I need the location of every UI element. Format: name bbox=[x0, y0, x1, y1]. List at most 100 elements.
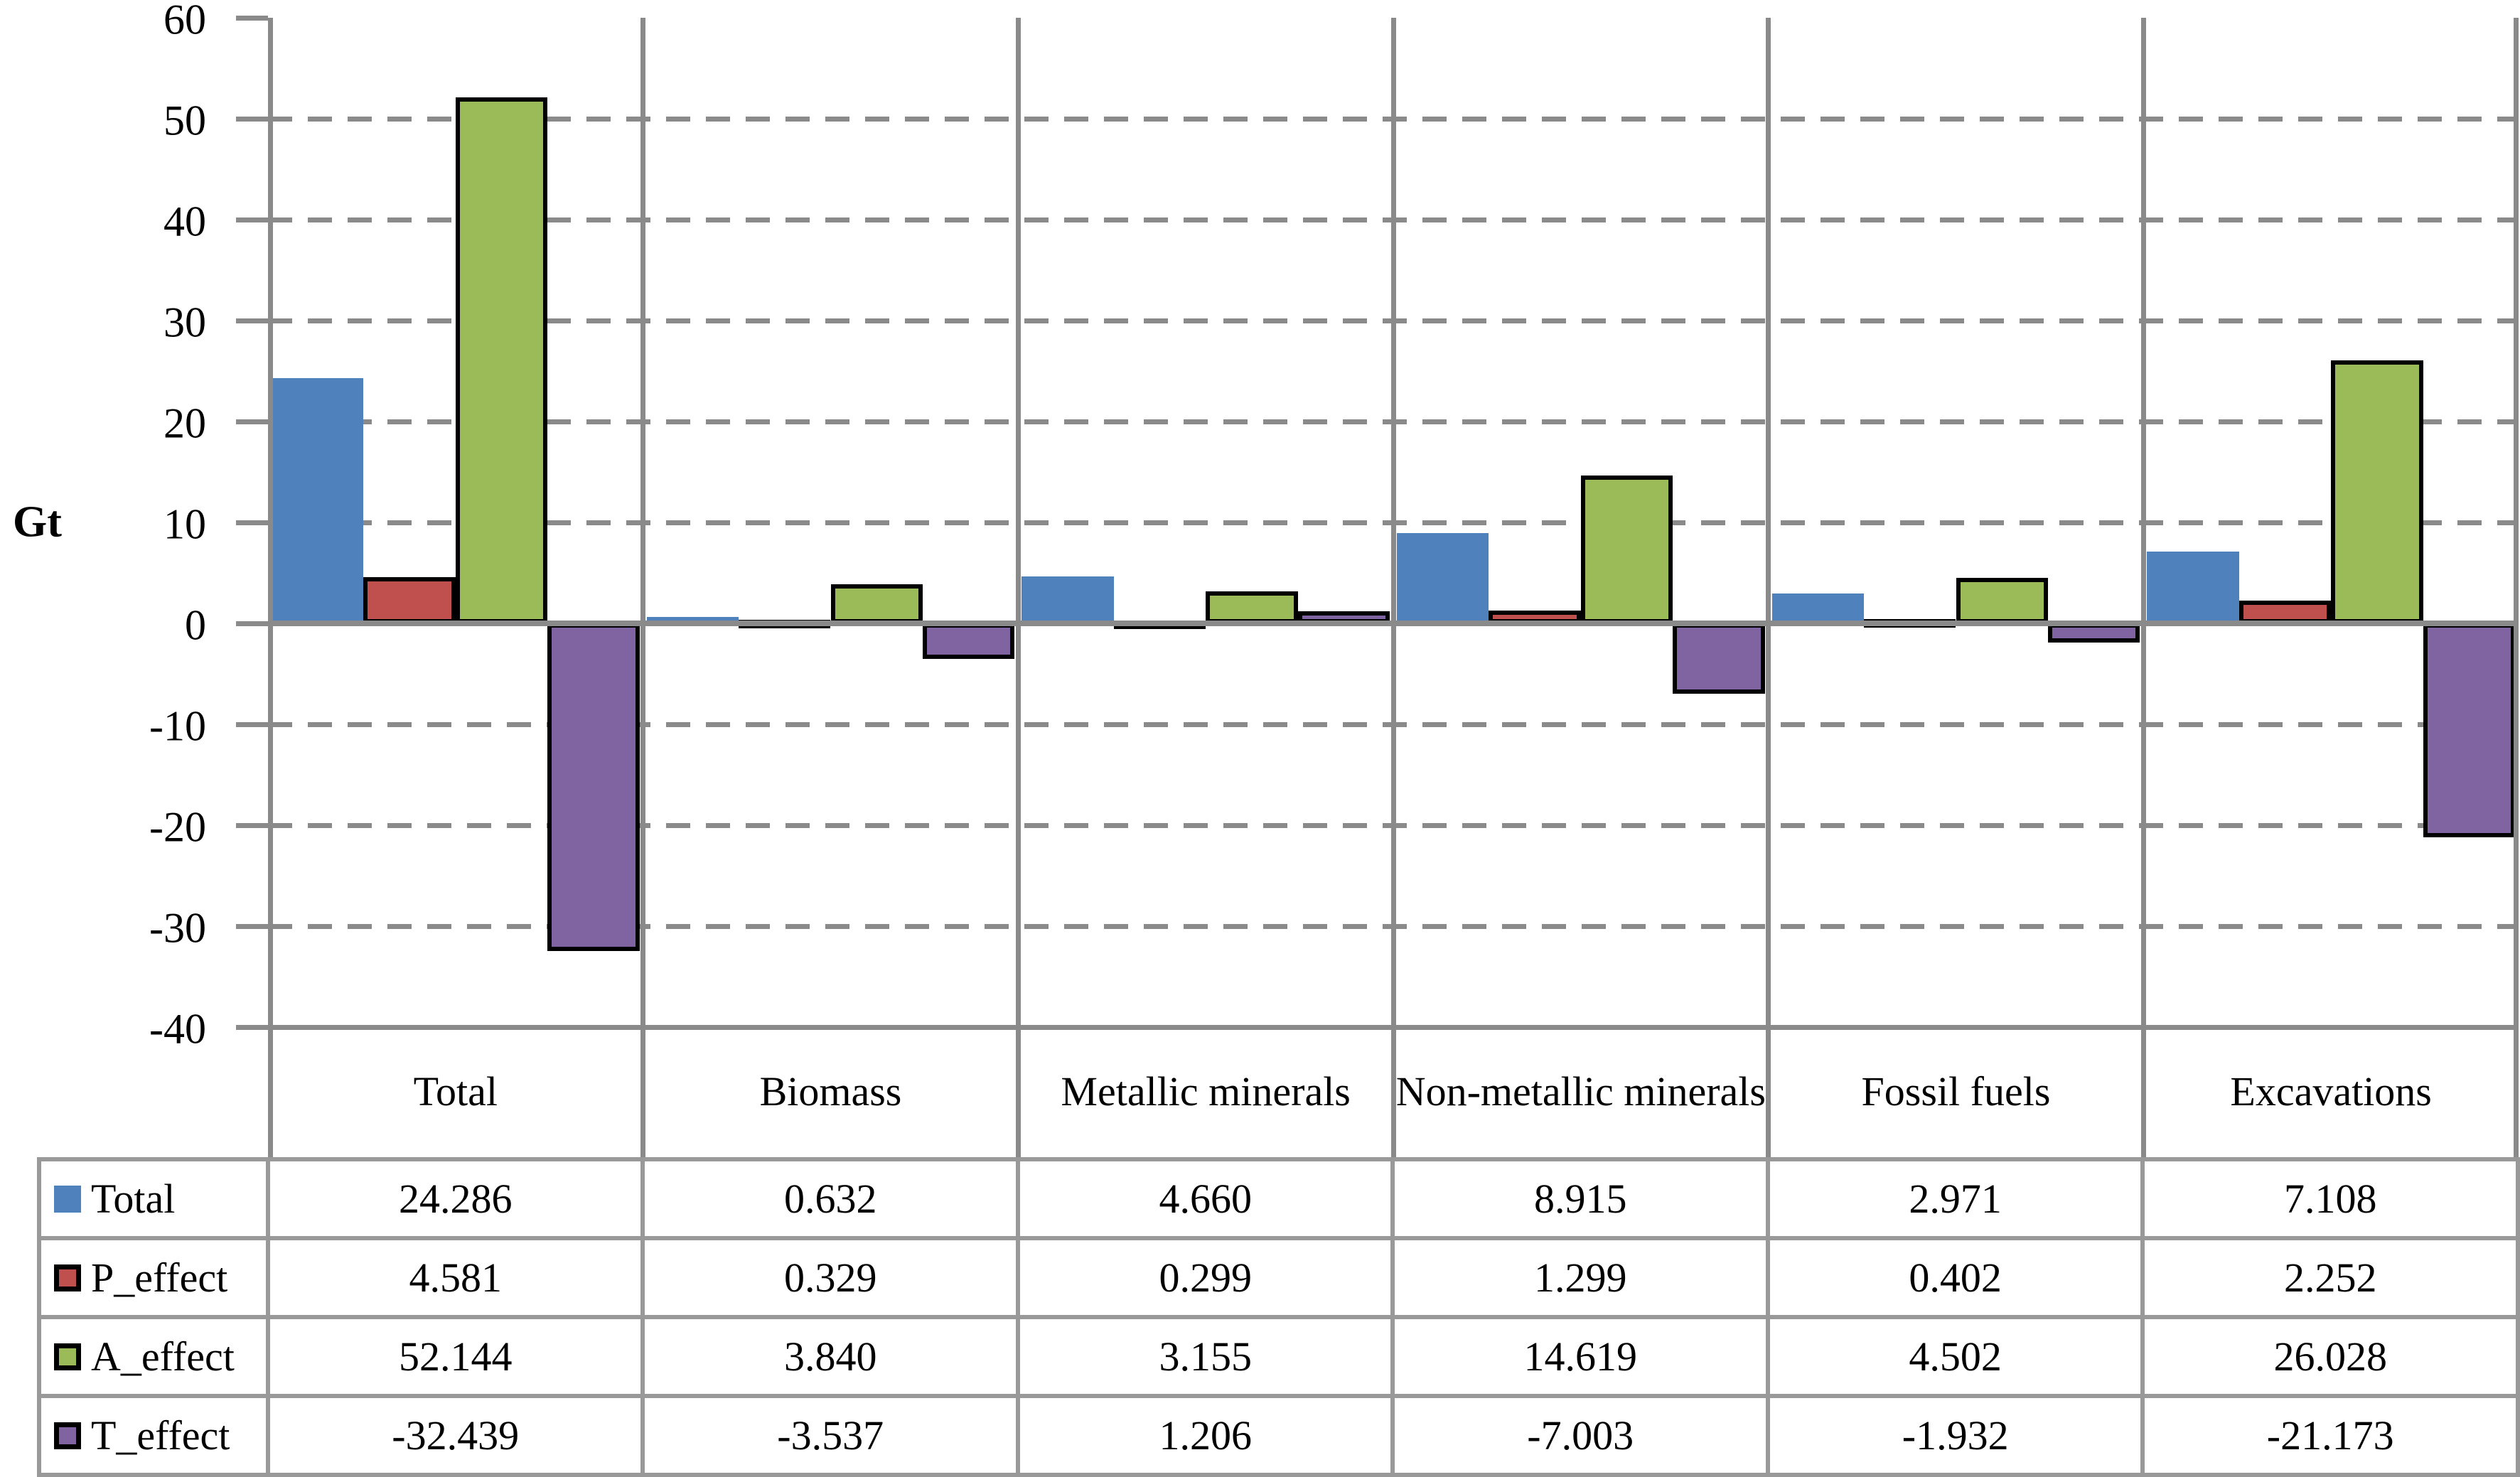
legend-cell-total: Total bbox=[37, 1157, 270, 1240]
bar-total-excavations bbox=[2147, 552, 2239, 623]
category-label-total: Total bbox=[413, 1068, 498, 1115]
y-axis-tick-label: 0 bbox=[185, 601, 206, 649]
value-cell-t-effect-non-metallic-minerals: -7.003 bbox=[1390, 1394, 1770, 1477]
value-cell-total-total: 24.286 bbox=[265, 1157, 645, 1240]
bar-total-non-metallic-minerals bbox=[1397, 533, 1489, 623]
legend-label-total: Total bbox=[91, 1176, 176, 1222]
value-cell-a-effect-biomass: 3.840 bbox=[640, 1315, 1020, 1398]
legend-swatch-t-effect bbox=[54, 1422, 81, 1449]
y-axis-tick-mark bbox=[236, 419, 268, 424]
y-axis-tick-mark bbox=[236, 822, 268, 828]
category-label-fossil-fuels: Fossil fuels bbox=[1861, 1068, 2051, 1115]
y-axis-tick-label: 50 bbox=[163, 97, 206, 144]
column-separator bbox=[1015, 18, 1021, 1027]
value-cell-a-effect-metallic-minerals: 3.155 bbox=[1015, 1315, 1395, 1398]
table-row-p-effect: P_effect 4.581 0.329 0.299 1.299 0.402 2.252 bbox=[37, 1236, 2520, 1319]
bar-p-effect-total bbox=[363, 576, 456, 623]
value-cell-t-effect-metallic-minerals: 1.206 bbox=[1015, 1394, 1395, 1477]
y-axis-tick-mark bbox=[236, 621, 268, 626]
category-separator bbox=[2514, 1027, 2519, 1157]
table-row-total: Total 24.286 0.632 4.660 8.915 2.971 7.108 bbox=[37, 1157, 2520, 1240]
value-cell-total-non-metallic-minerals: 8.915 bbox=[1390, 1157, 1770, 1240]
y-axis-tick-label: 20 bbox=[163, 399, 206, 447]
bar-t-effect-biomass bbox=[922, 623, 1015, 660]
y-axis-line bbox=[268, 18, 273, 1027]
legend-label-t-effect: T_effect bbox=[91, 1412, 230, 1459]
legend-cell-p-effect: P_effect bbox=[37, 1236, 270, 1319]
category-label-metallic-minerals: Metallic minerals bbox=[1061, 1068, 1351, 1115]
plot-area bbox=[236, 15, 2519, 1030]
data-table: Total 24.286 0.632 4.660 8.915 2.971 7.108 P_ef… bbox=[37, 1157, 2520, 1477]
y-axis-tick-label: -10 bbox=[149, 702, 206, 750]
table-row-t-effect: T_effect -32.439 -3.537 1.206 -7.003 -1.932 -2… bbox=[37, 1394, 2520, 1477]
value-cell-p-effect-metallic-minerals: 0.299 bbox=[1015, 1236, 1395, 1319]
legend-cell-a-effect: A_effect bbox=[37, 1315, 270, 1398]
y-axis-title: Gt bbox=[13, 498, 62, 547]
category-label-excavations: Excavations bbox=[2230, 1068, 2432, 1115]
table-row-a-effect: A_effect 52.144 3.840 3.155 14.619 4.502 26.02… bbox=[37, 1315, 2520, 1398]
value-cell-total-excavations: 7.108 bbox=[2140, 1157, 2520, 1240]
y-axis-tick-label: 30 bbox=[163, 299, 206, 346]
legend-cell-t-effect: T_effect bbox=[37, 1394, 270, 1477]
bar-t-effect-excavations bbox=[2423, 623, 2515, 837]
legend-swatch-total bbox=[54, 1185, 81, 1213]
category-separator bbox=[640, 1027, 646, 1157]
y-axis-tick-mark bbox=[236, 520, 268, 525]
bar-a-effect-total bbox=[455, 97, 548, 623]
bar-total-total bbox=[272, 378, 364, 623]
column-separator bbox=[2514, 18, 2519, 1027]
y-axis-tick-mark bbox=[236, 217, 268, 222]
plot-bottom-border bbox=[268, 1024, 2519, 1030]
bar-total-fossil-fuels bbox=[1771, 593, 1865, 623]
category-separator bbox=[1766, 1027, 1771, 1157]
category-separator bbox=[268, 1027, 273, 1157]
y-axis-tick-label: -30 bbox=[149, 904, 206, 952]
category-axis: Total Biomass Metallic minerals Non-metalli… bbox=[268, 1027, 2519, 1157]
y-axis-tick-label: -20 bbox=[149, 803, 206, 851]
category-separator bbox=[1390, 1027, 1396, 1157]
y-axis-tick-mark bbox=[236, 116, 268, 122]
category-label-non-metallic-minerals: Non-metallic minerals bbox=[1395, 1068, 1766, 1115]
bar-t-effect-total bbox=[547, 623, 640, 951]
legend-swatch-a-effect bbox=[54, 1343, 81, 1370]
value-cell-total-metallic-minerals: 4.660 bbox=[1015, 1157, 1395, 1240]
y-axis-tick-labels: 60 50 40 30 20 10 0 -10 -20 -30 -40 bbox=[0, 0, 206, 1050]
bar-a-effect-non-metallic-minerals bbox=[1580, 476, 1673, 623]
value-cell-p-effect-total: 4.581 bbox=[265, 1236, 645, 1319]
legend-label-a-effect: A_effect bbox=[91, 1333, 235, 1380]
bar-total-biomass bbox=[646, 617, 739, 623]
value-cell-total-fossil-fuels: 2.971 bbox=[1765, 1157, 2145, 1240]
category-label-biomass: Biomass bbox=[759, 1068, 902, 1115]
bar-t-effect-non-metallic-minerals bbox=[1673, 623, 1765, 694]
value-cell-p-effect-fossil-fuels: 0.402 bbox=[1765, 1236, 2145, 1319]
y-axis-tick-mark bbox=[236, 1024, 268, 1030]
bar-a-effect-metallic-minerals bbox=[1206, 591, 1298, 623]
legend-swatch-p-effect bbox=[54, 1264, 81, 1291]
value-cell-a-effect-total: 52.144 bbox=[265, 1315, 645, 1398]
zero-axis-line bbox=[268, 621, 2519, 626]
legend-label-p-effect: P_effect bbox=[91, 1255, 228, 1301]
value-cell-a-effect-fossil-fuels: 4.502 bbox=[1765, 1315, 2145, 1398]
bar-t-effect-fossil-fuels bbox=[2047, 623, 2140, 643]
column-separator bbox=[1766, 18, 1771, 1027]
value-cell-p-effect-excavations: 2.252 bbox=[2140, 1236, 2520, 1319]
category-separator bbox=[1015, 1027, 1021, 1157]
category-separator bbox=[2140, 1027, 2146, 1157]
y-axis-tick-mark bbox=[236, 15, 268, 21]
value-cell-t-effect-total: -32.439 bbox=[265, 1394, 645, 1477]
y-axis-tick-label: 10 bbox=[163, 500, 206, 548]
value-cell-a-effect-non-metallic-minerals: 14.619 bbox=[1390, 1315, 1770, 1398]
y-axis-tick-label: -40 bbox=[149, 1005, 206, 1053]
column-separator bbox=[1390, 18, 1396, 1027]
bar-a-effect-biomass bbox=[830, 584, 923, 623]
y-axis-tick-mark bbox=[236, 318, 268, 323]
value-cell-p-effect-non-metallic-minerals: 1.299 bbox=[1390, 1236, 1770, 1319]
value-cell-t-effect-fossil-fuels: -1.932 bbox=[1765, 1394, 2145, 1477]
y-axis-tick-label: 60 bbox=[163, 0, 206, 43]
value-cell-a-effect-excavations: 26.028 bbox=[2140, 1315, 2520, 1398]
value-cell-p-effect-biomass: 0.329 bbox=[640, 1236, 1020, 1319]
column-separator bbox=[2140, 18, 2146, 1027]
y-axis-tick-mark bbox=[236, 721, 268, 727]
y-axis-tick-mark bbox=[236, 923, 268, 929]
